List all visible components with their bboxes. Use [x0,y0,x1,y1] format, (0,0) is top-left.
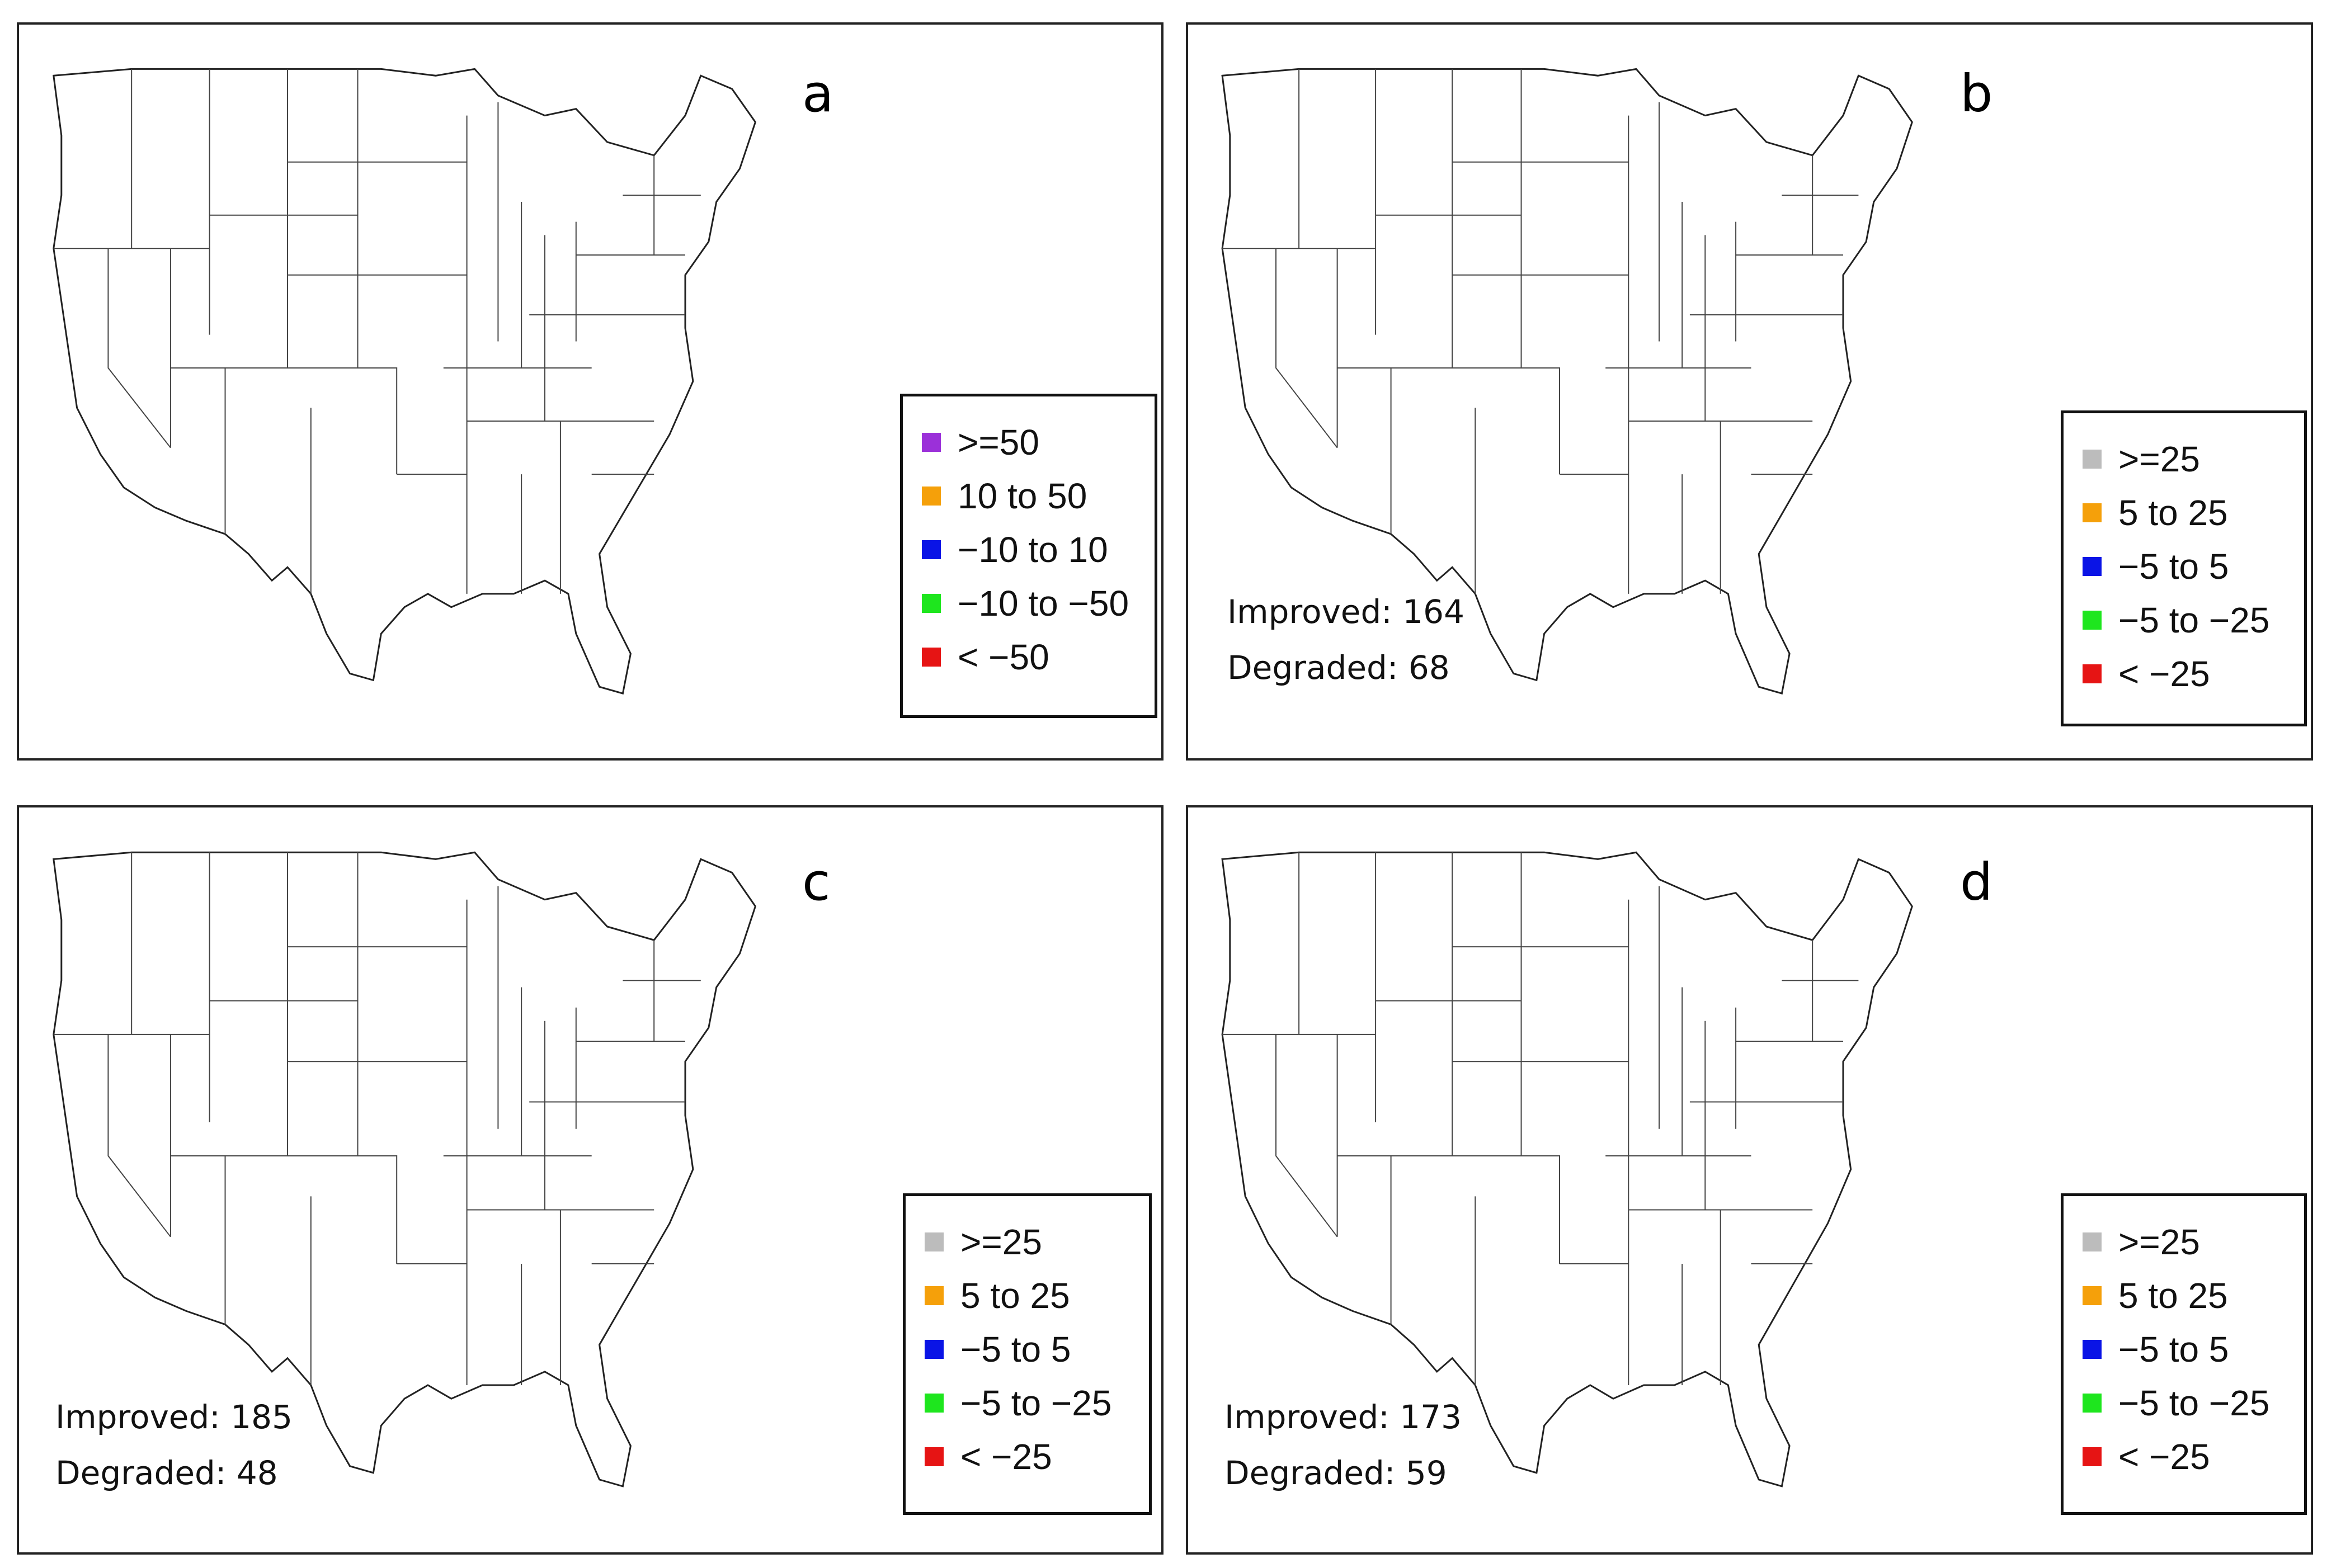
map-panel-b: b >=25 5 to 25 −5 to 5 −5 to −25 < −25 I… [1186,22,2313,761]
legend-item: 5 to 25 [2083,1269,2304,1323]
legend-swatch [2083,664,2102,683]
legend-item: < −50 [922,630,1155,684]
degraded-count: Degraded: 59 [1224,1454,1447,1492]
legend-swatch [2083,1340,2102,1359]
legend-item: >=25 [925,1215,1149,1269]
map-panel-d: d >=25 5 to 25 −5 to 5 −5 to −25 < −25 I… [1186,805,2313,1555]
legend-swatch [2083,557,2102,576]
legend-swatch [2083,503,2102,522]
legend-label: 10 to 50 [958,476,1087,516]
degraded-count: Degraded: 48 [55,1454,278,1492]
panel-letter-c: c [802,852,831,912]
legend-swatch [922,487,941,506]
legend-item: < −25 [2083,647,2304,701]
legend-label: −5 to −25 [960,1383,1112,1423]
legend-item: −5 to −25 [2083,1376,2304,1430]
panel-letter-d: d [1960,852,1993,912]
legend-item: >=25 [2083,432,2304,486]
legend-item: >=25 [2083,1215,2304,1269]
legend-swatch [2083,450,2102,469]
legend-item: −5 to −25 [2083,593,2304,647]
legend-d: >=25 5 to 25 −5 to 5 −5 to −25 < −25 [2061,1193,2307,1515]
state-boundary [107,1034,171,1238]
panel-letter-a: a [802,64,834,124]
state-boundary [107,248,171,448]
legend-label: < −25 [2118,654,2210,694]
legend-swatch [2083,1447,2102,1466]
state-boundary [310,367,398,475]
us-map-a [53,68,757,695]
legend-swatch [922,540,941,559]
improved-count: Improved: 173 [1224,1398,1462,1436]
us-map-d [1221,851,1913,1487]
legend-label: −5 to −25 [2118,600,2270,640]
panel-letter-b: b [1960,64,1993,124]
legend-swatch [922,594,941,613]
legend-label: < −25 [960,1437,1052,1477]
legend-label: −10 to 10 [958,530,1108,570]
legend-swatch [2083,611,2102,630]
legend-b: >=25 5 to 25 −5 to 5 −5 to −25 < −25 [2061,410,2307,726]
stats-b: Improved: 164 Degraded: 68 [1227,584,1464,696]
improved-count: Improved: 164 [1227,593,1464,631]
legend-item: −5 to 5 [925,1323,1149,1376]
degraded-count: Degraded: 68 [1227,649,1450,687]
legend-label: −5 to 5 [2118,1329,2229,1369]
legend-item: >=50 [922,415,1155,469]
state-boundary [310,1155,398,1264]
legend-swatch [925,1340,944,1359]
legend-label: < −25 [2118,1437,2210,1477]
us-map-b [1221,68,1913,695]
legend-label: 5 to 25 [2118,493,2228,533]
stats-c: Improved: 185 Degraded: 48 [55,1389,293,1501]
legend-swatch [2083,1232,2102,1251]
legend-swatch [925,1447,944,1466]
legend-swatch [925,1232,944,1251]
legend-label: −10 to −50 [958,583,1129,624]
us-outline [53,851,757,1487]
us-outline [53,68,757,695]
legend-swatch [2083,1286,2102,1305]
state-boundary [1275,1034,1338,1238]
legend-swatch [922,433,941,452]
us-outline [1221,68,1913,695]
legend-label: 5 to 25 [2118,1276,2228,1316]
legend-label: −5 to −25 [2118,1383,2270,1423]
legend-label: < −50 [958,637,1049,677]
improved-count: Improved: 185 [55,1398,293,1436]
legend-item: 5 to 25 [925,1269,1149,1323]
legend-item: −5 to 5 [2083,1323,2304,1376]
legend-label: >=25 [960,1222,1042,1262]
legend-label: −5 to 5 [2118,546,2229,587]
legend-item: 5 to 25 [2083,486,2304,540]
legend-item: < −25 [2083,1430,2304,1484]
us-map-c [53,851,757,1487]
state-boundary [1275,248,1338,448]
legend-c: >=25 5 to 25 −5 to 5 −5 to −25 < −25 [903,1193,1152,1515]
legend-swatch [925,1394,944,1413]
legend-item: −5 to 5 [2083,540,2304,593]
legend-label: >=50 [958,422,1039,462]
state-boundary [1475,1155,1560,1264]
legend-label: 5 to 25 [960,1276,1070,1316]
stats-d: Improved: 173 Degraded: 59 [1224,1389,1462,1501]
legend-item: −10 to 10 [922,523,1155,577]
state-boundary [1475,367,1560,475]
legend-label: >=25 [2118,1222,2200,1262]
legend-label: −5 to 5 [960,1329,1071,1369]
legend-swatch [2083,1394,2102,1413]
legend-a: >=50 10 to 50 −10 to 10 −10 to −50 < −50 [900,394,1157,718]
map-panel-c: c >=25 5 to 25 −5 to 5 −5 to −25 < −25 I… [17,805,1164,1555]
legend-item: 10 to 50 [922,469,1155,523]
legend-label: >=25 [2118,439,2200,479]
us-outline [1221,851,1913,1487]
legend-item: −5 to −25 [925,1376,1149,1430]
legend-swatch [922,648,941,667]
legend-item: −10 to −50 [922,577,1155,630]
map-panel-a: a >=50 10 to 50 −10 to 10 −10 to −50 < −… [17,22,1164,761]
legend-item: < −25 [925,1430,1149,1484]
legend-swatch [925,1286,944,1305]
